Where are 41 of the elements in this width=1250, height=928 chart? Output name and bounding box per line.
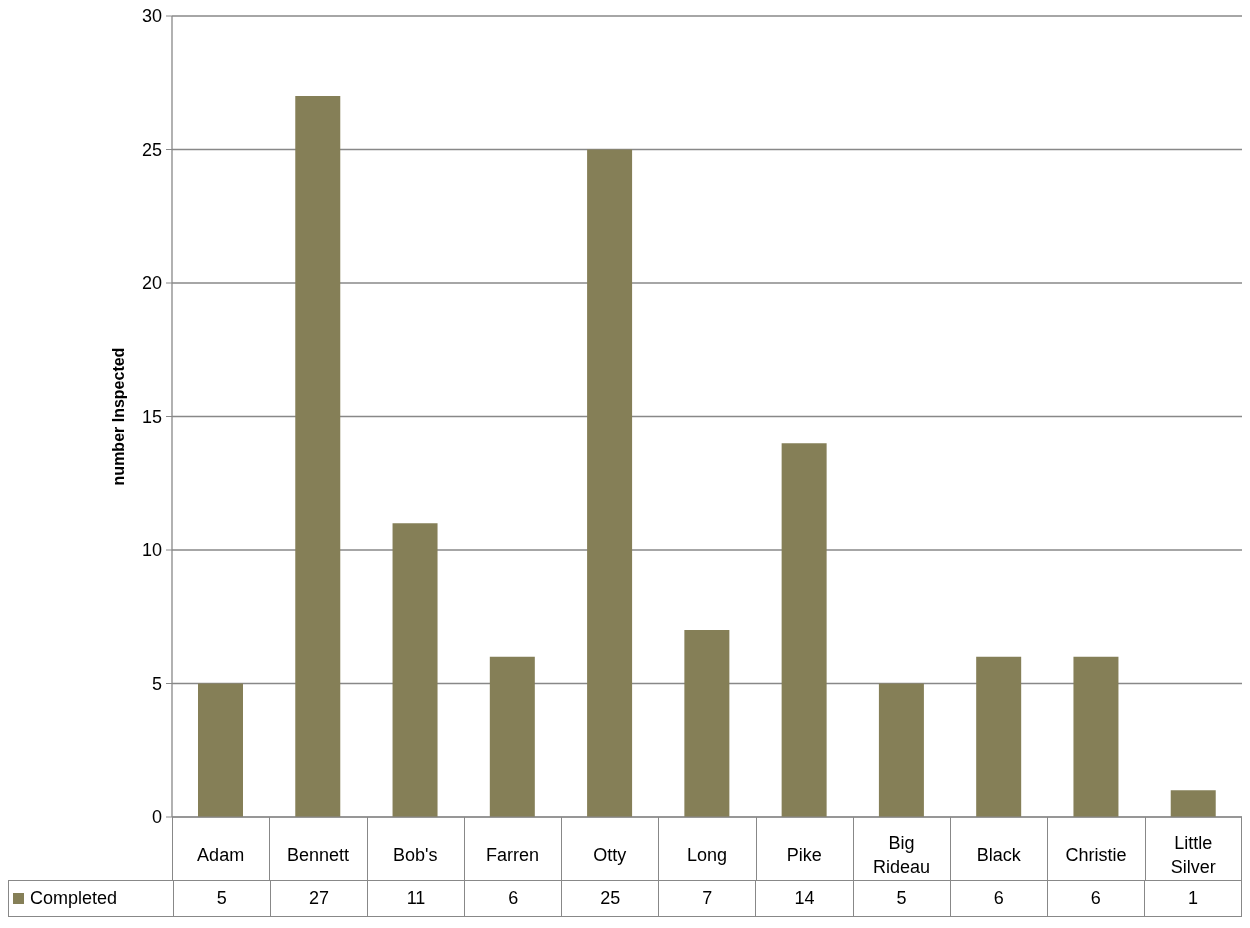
y-tick-label: 0 <box>151 807 162 828</box>
data-label: 6 <box>1046 881 1144 916</box>
data-label: 6 <box>464 881 562 916</box>
data-label: 5 <box>852 881 950 916</box>
x-tick-label: Black <box>976 844 1022 865</box>
bar <box>684 630 730 817</box>
data-label: 6 <box>949 881 1047 916</box>
bar <box>976 656 1022 817</box>
x-tick-label: Little Silver <box>1170 832 1216 877</box>
y-tick-label: 25 <box>141 139 162 160</box>
bar <box>1170 790 1216 817</box>
y-tick-label: 15 <box>141 406 162 427</box>
x-tick-label: Christie <box>1065 844 1127 865</box>
x-tick-label: Long <box>686 844 728 865</box>
x-tick-label: Bennett <box>286 844 349 865</box>
data-label: 27 <box>269 881 367 916</box>
bar <box>198 683 243 817</box>
data-label: 11 <box>366 881 465 916</box>
bar <box>781 443 827 817</box>
bar <box>587 149 633 817</box>
data-label: 25 <box>561 881 659 916</box>
x-tick-label: Bob's <box>392 844 438 865</box>
bar <box>392 523 438 817</box>
y-axis-title: number Inspected <box>109 347 127 486</box>
x-tick-label: Pike <box>786 844 822 865</box>
bar <box>878 683 924 817</box>
bar <box>1073 656 1119 817</box>
x-tick-label: Adam <box>197 844 245 865</box>
x-tick-label: Big Rideau <box>873 832 931 877</box>
legend-label: Completed <box>30 888 118 909</box>
y-tick-label: 10 <box>141 540 162 561</box>
x-tick-label: Farren <box>485 844 539 865</box>
bar <box>295 96 341 817</box>
data-label: 7 <box>658 881 756 916</box>
y-tick-label: 30 <box>141 6 162 27</box>
x-tick-label: Otty <box>593 844 627 865</box>
data-label: 1 <box>1143 881 1241 916</box>
bar <box>489 656 535 817</box>
y-tick-label: 5 <box>151 673 162 694</box>
data-label: 14 <box>755 881 853 916</box>
y-tick-label: 20 <box>141 273 162 294</box>
